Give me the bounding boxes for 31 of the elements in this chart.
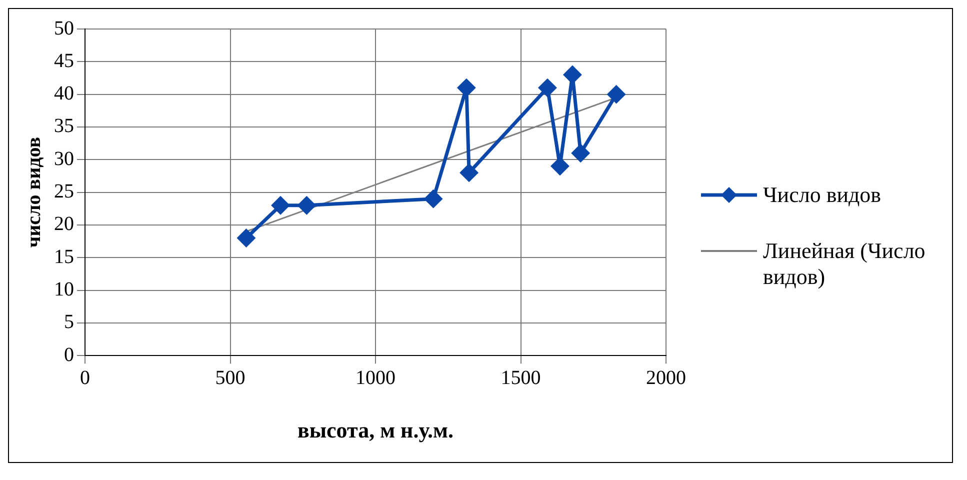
y-tick-label: 40 — [54, 82, 74, 105]
point — [564, 66, 582, 84]
point — [538, 79, 556, 97]
y-tick-label: 15 — [54, 246, 74, 268]
y-tick-label: 35 — [54, 115, 74, 138]
point — [272, 196, 290, 214]
x-tick-label: 500 — [215, 366, 246, 389]
point — [424, 190, 442, 208]
y-tick-label: 45 — [54, 50, 74, 72]
point — [551, 157, 569, 175]
x-tick-label: 0 — [80, 366, 90, 389]
point — [237, 229, 255, 247]
point — [460, 164, 478, 182]
y-tick-label: 10 — [54, 278, 74, 301]
x-axis-title: высота, м н.у.м. — [297, 417, 454, 442]
point — [608, 86, 626, 104]
y-tick-label: 25 — [54, 180, 74, 203]
y-tick-label: 5 — [64, 311, 74, 334]
point — [572, 144, 590, 162]
y-tick-label: 20 — [54, 213, 74, 236]
point — [298, 196, 316, 214]
legend-label: Число видов — [763, 182, 882, 208]
y-axis-title: число видов — [23, 136, 46, 248]
y-tick-label: 0 — [64, 344, 74, 366]
x-tick-label: 1500 — [500, 366, 541, 389]
x-tick-label: 2000 — [646, 366, 686, 389]
x-tick-label: 1000 — [356, 366, 396, 389]
point — [458, 79, 476, 97]
y-tick-label: 30 — [54, 148, 74, 170]
legend-label: Линейная (Число видов) — [763, 238, 926, 290]
y-tick-label: 50 — [54, 17, 74, 40]
